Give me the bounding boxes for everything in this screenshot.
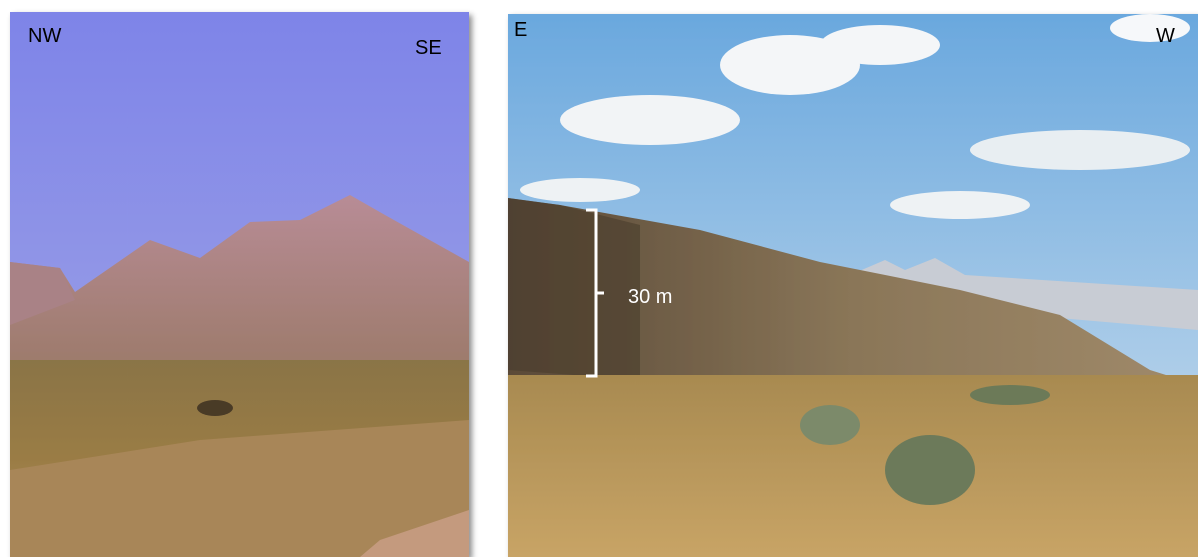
label-e: E xyxy=(514,19,527,41)
label-se: SE xyxy=(415,37,442,59)
photo-left xyxy=(10,12,469,557)
label-w: W xyxy=(1156,25,1175,47)
label-nw: NW xyxy=(28,25,61,47)
scale-label: 30 m xyxy=(628,286,672,308)
photo-right xyxy=(508,14,1198,557)
figure: NW SE E W 30 m xyxy=(0,0,1198,557)
page: NW SE E W 30 m (() => { const data = JSO… xyxy=(0,0,1198,557)
